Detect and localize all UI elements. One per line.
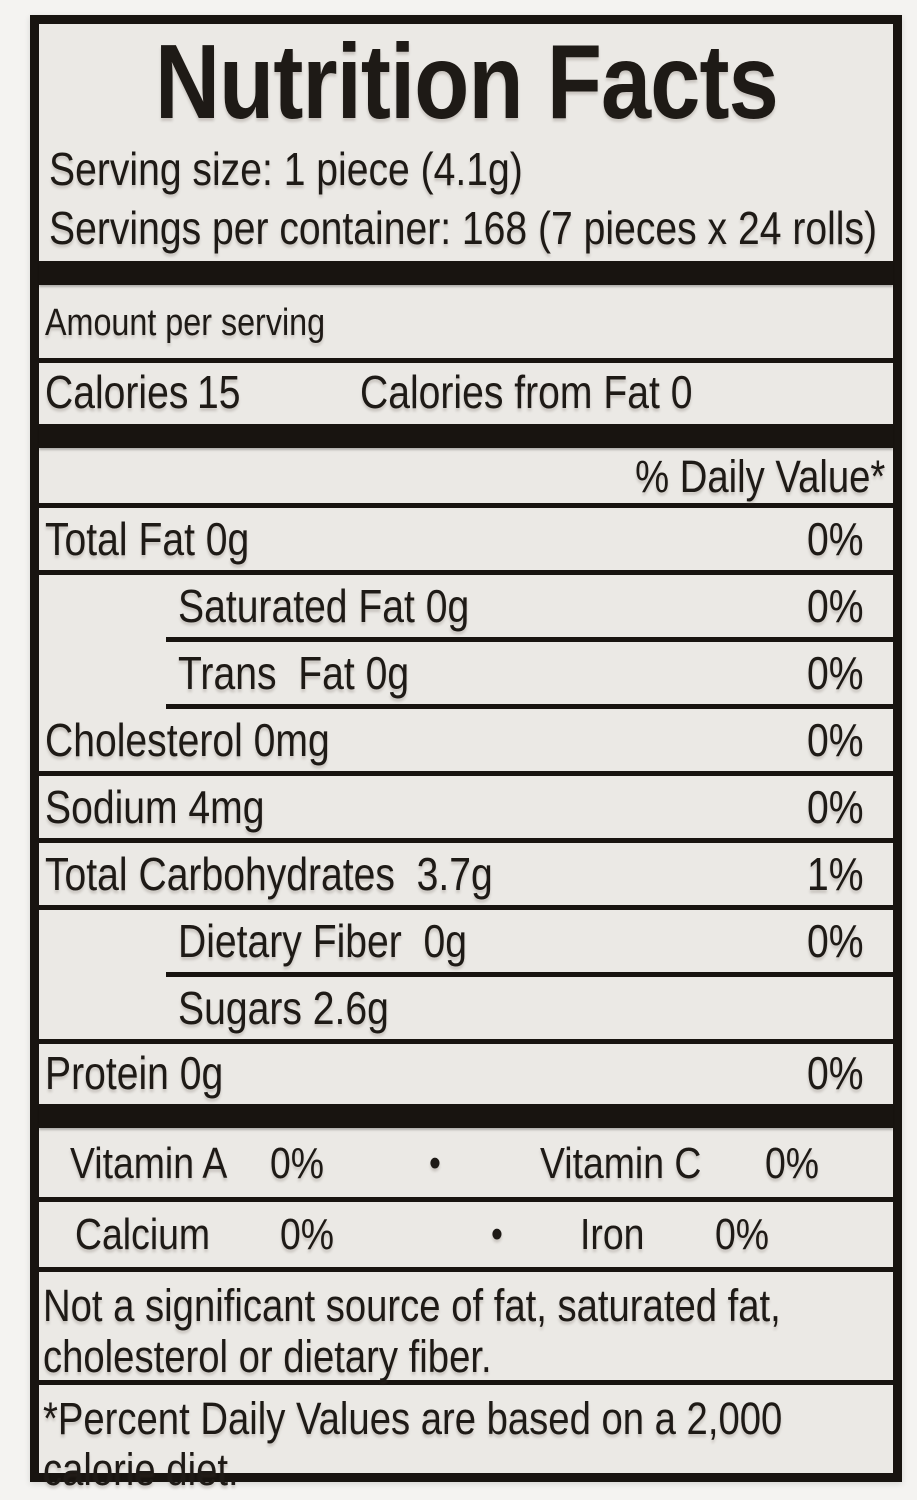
calories-from-fat-label: Calories from Fat 0 — [360, 366, 693, 418]
vitamin-a-label: Vitamin A — [70, 1139, 228, 1188]
footnote-not-significant: Not a significant source of fat, saturat… — [43, 1280, 781, 1382]
nutrient-name: Cholesterol 0mg — [45, 714, 330, 766]
daily-value-header: % Daily Value* — [634, 451, 885, 502]
nutrient-row-sodium: Sodium 4mg 0% — [39, 776, 893, 838]
nutrient-dv: 0% — [806, 1046, 863, 1099]
daily-value-header-row: % Daily Value* — [39, 451, 893, 503]
separator — [39, 503, 893, 508]
label-title: Nutrition Facts — [154, 22, 779, 141]
title-row: Nutrition Facts — [39, 22, 893, 141]
separator-indented — [166, 704, 893, 709]
nutrient-name: Trans Fat 0g — [178, 647, 410, 699]
separator — [39, 570, 893, 575]
nutrient-dv: 0% — [806, 513, 863, 565]
nutrition-facts-label: Nutrition Facts Serving size: 1 piece (4… — [30, 15, 902, 1495]
nutrient-row-cholesterol: Cholesterol 0mg 0% — [39, 709, 893, 771]
nutrient-row-total-fat: Total Fat 0g 0% — [39, 508, 893, 570]
calories-value: 15 — [197, 366, 241, 418]
nutrient-name: Dietary Fiber 0g — [178, 915, 468, 967]
nutrient-name: Saturated Fat 0g — [178, 580, 470, 632]
separator — [39, 905, 893, 910]
nutrient-row-saturated-fat: Saturated Fat 0g 0% — [39, 575, 893, 637]
vitamin-c-value: 0% — [765, 1139, 820, 1188]
nutrient-dv: 0% — [806, 580, 863, 632]
separator-indented — [166, 972, 893, 977]
amount-per-serving-text: Amount per serving — [45, 301, 326, 344]
vitamin-a-value: 0% — [270, 1139, 325, 1188]
serving-size-text: Serving size: 1 piece (4.1g) — [49, 143, 523, 195]
nutrient-dv: 1% — [806, 848, 863, 900]
calories-label: Calories — [45, 366, 189, 418]
bullet-icon: • — [429, 1141, 441, 1186]
nutrient-dv: 0% — [806, 647, 863, 699]
nutrient-dv: 0% — [806, 781, 863, 833]
footnote-percent-daily-values: *Percent Daily Values are based on a 2,0… — [43, 1393, 783, 1495]
servings-per-container-text: Servings per container: 168 (7 pieces x … — [49, 202, 878, 254]
iron-label: Iron — [580, 1209, 645, 1259]
servings-per-container-row: Servings per container: 168 (7 pieces x … — [39, 198, 893, 258]
calories-row: Calories 15 Calories from Fat 0 — [39, 363, 893, 421]
vitamin-row: Vitamin A 0% • Vitamin C 0% — [39, 1131, 893, 1197]
separator — [39, 838, 893, 843]
vitamin-c-label: Vitamin C — [540, 1139, 702, 1188]
separator — [39, 1267, 893, 1272]
calcium-label: Calcium — [75, 1209, 211, 1259]
mineral-row: Calcium 0% • Iron 0% — [39, 1202, 893, 1267]
thick-separator-bar — [39, 1104, 893, 1128]
nutrient-dv: 0% — [806, 714, 863, 766]
calcium-value: 0% — [280, 1209, 335, 1259]
nutrient-name: Sugars 2.6g — [178, 982, 389, 1034]
bullet-icon: • — [491, 1212, 503, 1256]
separator — [39, 1197, 893, 1202]
nutrient-dv: 0% — [806, 915, 863, 967]
nutrient-row-sugars: Sugars 2.6g — [39, 977, 893, 1039]
nutrient-row-trans-fat: Trans Fat 0g 0% — [39, 642, 893, 704]
nutrient-row-protein: Protein 0g 0% — [39, 1044, 893, 1101]
thick-separator-bar — [39, 424, 893, 448]
amount-per-serving-row: Amount per serving — [39, 288, 893, 358]
separator — [39, 771, 893, 776]
serving-size-row: Serving size: 1 piece (4.1g) — [39, 140, 893, 198]
separator — [39, 1380, 893, 1385]
nutrient-row-total-carbohydrates: Total Carbohydrates 3.7g 1% — [39, 843, 893, 905]
footnote-not-significant-row: Not a significant source of fat, saturat… — [39, 1272, 893, 1382]
nutrient-row-dietary-fiber: Dietary Fiber 0g 0% — [39, 910, 893, 972]
nutrient-name: Sodium 4mg — [45, 781, 265, 833]
nutrient-name: Protein 0g — [45, 1046, 224, 1099]
nutrient-name: Total Carbohydrates 3.7g — [45, 848, 493, 900]
separator-indented — [166, 637, 893, 642]
thick-separator-bar — [39, 261, 893, 285]
separator — [39, 358, 893, 363]
footnote-percent-daily-values-row: *Percent Daily Values are based on a 2,0… — [39, 1385, 893, 1495]
separator — [39, 1039, 893, 1044]
iron-value: 0% — [715, 1209, 770, 1259]
nutrient-name: Total Fat 0g — [45, 513, 250, 565]
